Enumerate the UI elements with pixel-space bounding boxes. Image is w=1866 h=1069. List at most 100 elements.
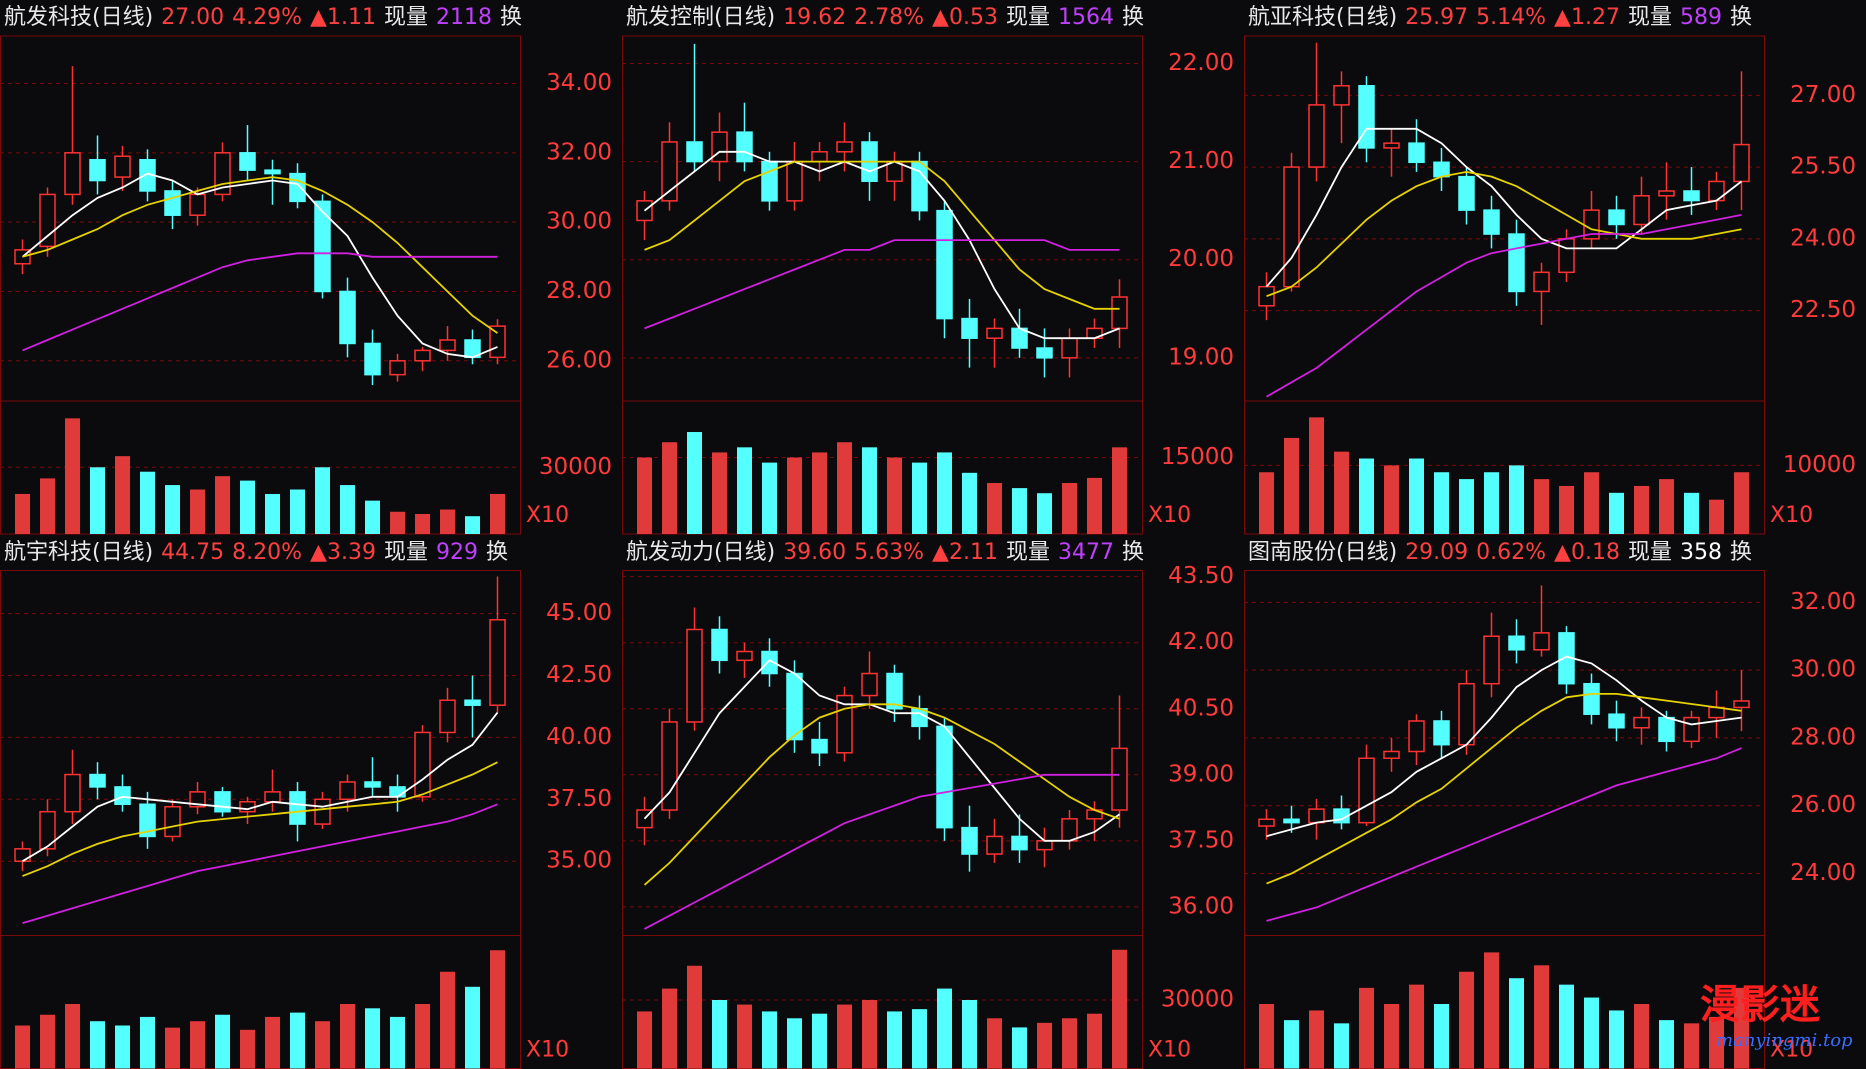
candle-body <box>239 152 256 171</box>
moving-average <box>644 239 1120 330</box>
volume-label: 现量 <box>383 539 428 565</box>
volume-bar <box>937 988 952 1069</box>
volume-now: 3477 <box>1057 539 1114 565</box>
volume-bar <box>40 478 55 534</box>
volume-bar <box>440 971 455 1069</box>
volume-bar <box>1309 1010 1324 1069</box>
volume-bar <box>490 493 505 534</box>
candle-body <box>289 172 306 203</box>
candle-body <box>89 773 106 788</box>
volume-bar <box>1112 447 1127 534</box>
volume-frame <box>622 400 1143 535</box>
candle-body <box>986 327 1003 339</box>
change: ▲1.27 <box>1554 5 1620 30</box>
candle-body <box>1408 142 1425 164</box>
change: ▲2.11 <box>932 539 998 565</box>
volume-bar <box>65 1004 80 1069</box>
volume-unit: X10 <box>1148 503 1191 528</box>
y-tick-label: 27.00 <box>1790 82 1856 108</box>
candle-body <box>1658 190 1675 197</box>
candle-body <box>314 798 331 825</box>
volume-bar <box>1037 493 1052 534</box>
volume-label: 现量 <box>1627 5 1672 30</box>
volume-bar <box>1259 472 1274 534</box>
candle-body <box>1533 271 1550 293</box>
y-tick-label: 42.50 <box>546 662 612 688</box>
volume-unit: X10 <box>526 1038 569 1063</box>
volume-bar <box>662 442 677 534</box>
volume-bar <box>1584 472 1599 534</box>
volume-bar <box>762 1011 777 1069</box>
volume-bar <box>1534 479 1549 534</box>
candle-body <box>861 672 878 697</box>
volume-bar <box>1709 1016 1724 1069</box>
volume-bar <box>637 457 652 534</box>
candle-body <box>1533 632 1550 651</box>
volume-bar <box>1709 499 1724 534</box>
volume-bar <box>1509 978 1524 1069</box>
candle-body <box>1433 720 1450 746</box>
turnover-label: 换 <box>1121 5 1144 30</box>
y-tick-label: 43.50 <box>1168 563 1234 589</box>
volume-bar <box>1659 1020 1674 1069</box>
candle-body <box>811 738 828 754</box>
candle-body <box>414 349 431 362</box>
volume-bar <box>1559 485 1574 534</box>
stock-header: 航发科技(日线) 27.00 4.29% ▲1.11 现量 2118 换 <box>4 0 524 36</box>
price-frame <box>622 570 1143 936</box>
y-tick-label: 30.00 <box>1790 657 1856 683</box>
volume-bar <box>1534 965 1549 1069</box>
candle-body <box>189 193 206 216</box>
change-pct: 4.29% <box>232 5 303 30</box>
volume-frame <box>1244 400 1765 535</box>
change: ▲0.53 <box>932 5 998 30</box>
volume-bar <box>90 1021 105 1069</box>
volume-bar <box>490 950 505 1069</box>
y-tick-label: 30.00 <box>546 209 612 235</box>
volume-bar <box>1334 1023 1349 1069</box>
volume-bar <box>1062 1018 1077 1069</box>
candle-body <box>64 152 81 196</box>
volume-bar <box>215 476 230 534</box>
change-pct: 2.78% <box>854 5 925 30</box>
candle-body <box>1283 818 1300 824</box>
volume-bar <box>1012 488 1027 534</box>
stock-title: 航亚科技(日线) <box>1248 5 1398 30</box>
volume-bar <box>987 483 1002 534</box>
volume-bar <box>1284 437 1299 534</box>
candle-body <box>986 835 1003 855</box>
candle-body <box>39 810 56 850</box>
y-tick-label: 32.00 <box>1790 589 1856 615</box>
volume-bar <box>1409 458 1424 534</box>
candle-body <box>389 360 406 376</box>
volume-bar <box>1659 479 1674 534</box>
volume-bar <box>140 471 155 534</box>
y-tick-label: 24.00 <box>1790 225 1856 251</box>
volume-tick-label: 30000 <box>539 454 612 480</box>
volume-bar <box>1309 417 1324 534</box>
volume-bar <box>1384 1004 1399 1069</box>
turnover-label: 换 <box>1729 5 1752 30</box>
candle-body <box>364 342 381 376</box>
y-tick-label: 22.50 <box>1790 297 1856 323</box>
stock-header: 图南股份(日线) 29.09 0.62% ▲0.18 现量 358 换 <box>1248 535 1768 571</box>
volume-bar <box>1609 1010 1624 1069</box>
moving-average <box>643 659 1121 842</box>
volume-now: 589 <box>1679 5 1722 30</box>
candle-body <box>339 290 356 345</box>
y-tick-label: 42.00 <box>1168 629 1234 655</box>
candle-body <box>1558 238 1575 274</box>
volume-bar <box>465 516 480 534</box>
candle-body <box>1633 716 1650 729</box>
volume-bar <box>837 1004 852 1069</box>
y-tick-label: 45.00 <box>546 600 612 626</box>
y-tick-label: 28.00 <box>1790 724 1856 750</box>
volume-unit: X10 <box>1770 1038 1813 1063</box>
turnover-label: 换 <box>1729 539 1752 565</box>
candle-body <box>164 805 181 838</box>
candle-body <box>686 628 703 723</box>
volume-bar <box>1634 1004 1649 1069</box>
y-tick-label: 34.00 <box>546 70 612 96</box>
moving-average <box>644 773 1120 930</box>
volume-bar <box>962 472 977 534</box>
